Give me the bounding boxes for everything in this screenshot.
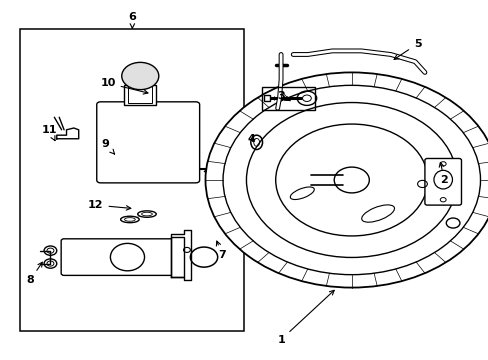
Text: 2: 2 bbox=[438, 162, 447, 185]
Text: 6: 6 bbox=[128, 12, 136, 28]
Text: 1: 1 bbox=[277, 290, 333, 345]
Bar bbox=[124, 85, 156, 105]
Text: 4: 4 bbox=[247, 134, 255, 144]
Text: 7: 7 bbox=[216, 241, 226, 260]
Text: 5: 5 bbox=[393, 39, 421, 59]
Text: 3: 3 bbox=[277, 91, 289, 101]
Bar bbox=[261, 87, 315, 110]
Text: 12: 12 bbox=[88, 200, 130, 210]
Bar bbox=[128, 86, 152, 103]
Text: 10: 10 bbox=[100, 78, 148, 94]
FancyBboxPatch shape bbox=[424, 158, 461, 205]
Text: 11: 11 bbox=[41, 125, 57, 141]
Ellipse shape bbox=[121, 216, 139, 223]
Text: 8: 8 bbox=[26, 262, 42, 285]
FancyBboxPatch shape bbox=[61, 239, 179, 275]
FancyBboxPatch shape bbox=[97, 102, 199, 183]
Bar bbox=[264, 95, 269, 101]
Ellipse shape bbox=[138, 211, 156, 217]
Bar bbox=[20, 30, 244, 330]
Polygon shape bbox=[171, 230, 190, 280]
Circle shape bbox=[205, 72, 488, 288]
Text: 9: 9 bbox=[102, 139, 114, 154]
Bar bbox=[171, 237, 183, 277]
Circle shape bbox=[122, 62, 159, 90]
Ellipse shape bbox=[110, 243, 144, 271]
